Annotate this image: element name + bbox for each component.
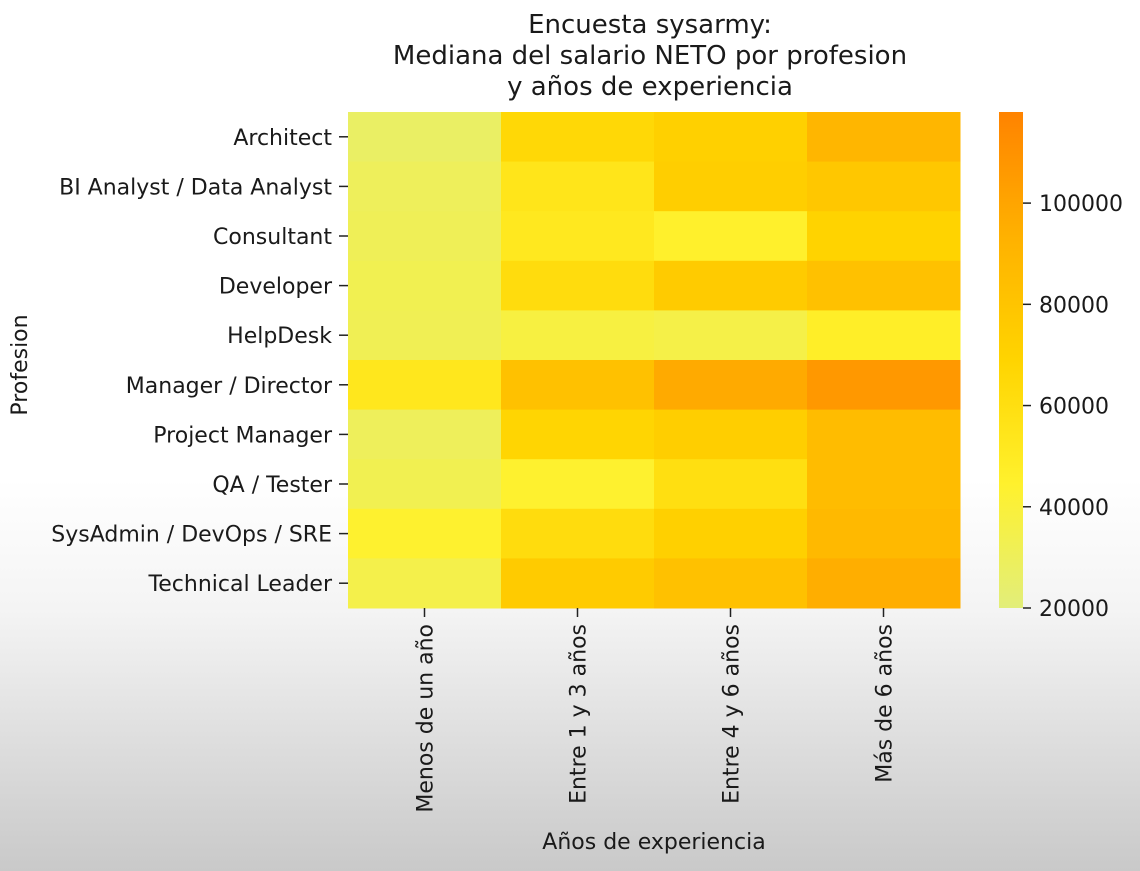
heatmap-cells bbox=[348, 112, 961, 609]
x-tick-labels: Menos de un año Entre 1 y 3 años Entre 4 y… bbox=[414, 608, 898, 813]
colorbar-tick-label: 40000 bbox=[1039, 496, 1109, 521]
colorbar: 20000 40000 60000 80000 100000 bbox=[999, 112, 1123, 622]
x-axis-label: Años de experiencia bbox=[542, 830, 765, 855]
colorbar-tick-label: 60000 bbox=[1039, 395, 1109, 420]
heatmap-cell bbox=[348, 260, 502, 311]
colorbar-gradient bbox=[999, 112, 1023, 608]
y-tick-label: Project Manager bbox=[153, 423, 333, 448]
x-tick-label: Entre 1 y 3 años bbox=[567, 624, 592, 804]
colorbar-tick-label: 100000 bbox=[1039, 192, 1123, 217]
heatmap-cell bbox=[501, 360, 655, 411]
heatmap-cell bbox=[348, 459, 502, 510]
heatmap-cell bbox=[348, 360, 502, 411]
y-tick-label: Manager / Director bbox=[126, 374, 333, 399]
heatmap-cell bbox=[501, 260, 655, 311]
y-axis-label: Profesion bbox=[8, 314, 33, 415]
heatmap-cell bbox=[501, 310, 655, 361]
heatmap-cell bbox=[807, 112, 961, 163]
y-tick-label: Technical Leader bbox=[148, 572, 333, 597]
title-line: Mediana del salario NETO por profesion bbox=[393, 41, 907, 71]
heatmap-cell bbox=[348, 558, 502, 609]
heatmap-cell bbox=[501, 459, 655, 510]
heatmap-cell bbox=[654, 508, 808, 559]
heatmap-cell bbox=[654, 558, 808, 609]
heatmap-cell bbox=[654, 310, 808, 361]
heatmap-cell bbox=[654, 409, 808, 460]
y-tick-label: QA / Tester bbox=[212, 473, 333, 498]
heatmap-cell bbox=[807, 260, 961, 311]
colorbar-tick-label: 20000 bbox=[1039, 597, 1109, 622]
title-line: Encuesta sysarmy: bbox=[528, 10, 772, 40]
heatmap-cell bbox=[654, 211, 808, 262]
heatmap-cell bbox=[654, 459, 808, 510]
heatmap-cell bbox=[807, 360, 961, 411]
title-line: y años de experiencia bbox=[507, 72, 793, 102]
heatmap-cell bbox=[654, 112, 808, 163]
heatmap-cell bbox=[348, 409, 502, 460]
heatmap-cell bbox=[654, 360, 808, 411]
x-tick-label: Menos de un año bbox=[414, 624, 439, 813]
x-tick-label: Más de 6 años bbox=[873, 624, 898, 783]
y-tick-label: BI Analyst / Data Analyst bbox=[59, 175, 332, 200]
heatmap-cell bbox=[348, 508, 502, 559]
heatmap-cell bbox=[807, 211, 961, 262]
heatmap-cell bbox=[807, 459, 961, 510]
y-tick-label: SysAdmin / DevOps / SRE bbox=[51, 523, 332, 548]
heatmap-cell bbox=[807, 161, 961, 212]
colorbar-tick-label: 80000 bbox=[1039, 293, 1109, 318]
chart-title: Encuesta sysarmy:Mediana del salario NET… bbox=[393, 10, 907, 102]
heatmap-cell bbox=[501, 161, 655, 212]
heatmap-cell bbox=[501, 558, 655, 609]
heatmap-cell bbox=[501, 211, 655, 262]
heatmap-cell bbox=[501, 409, 655, 460]
heatmap-cell bbox=[348, 112, 502, 163]
heatmap-cell bbox=[654, 161, 808, 212]
heatmap-cell bbox=[501, 112, 655, 163]
y-tick-label: Consultant bbox=[213, 225, 332, 250]
heatmap-cell bbox=[501, 508, 655, 559]
y-tick-labels: Architect BI Analyst / Data Analyst Consul… bbox=[51, 126, 348, 597]
y-tick-label: Architect bbox=[233, 126, 332, 151]
heatmap-cell bbox=[654, 260, 808, 311]
heatmap-cell bbox=[348, 310, 502, 361]
y-tick-label: HelpDesk bbox=[227, 324, 332, 349]
heatmap-cell bbox=[348, 211, 502, 262]
heatmap-cell bbox=[807, 558, 961, 609]
heatmap-cell bbox=[807, 310, 961, 361]
y-tick-label: Developer bbox=[219, 275, 333, 300]
x-tick-label: Entre 4 y 6 años bbox=[720, 624, 745, 804]
heatmap-cell bbox=[348, 161, 502, 212]
heatmap-cell bbox=[807, 508, 961, 559]
heatmap-cell bbox=[807, 409, 961, 460]
